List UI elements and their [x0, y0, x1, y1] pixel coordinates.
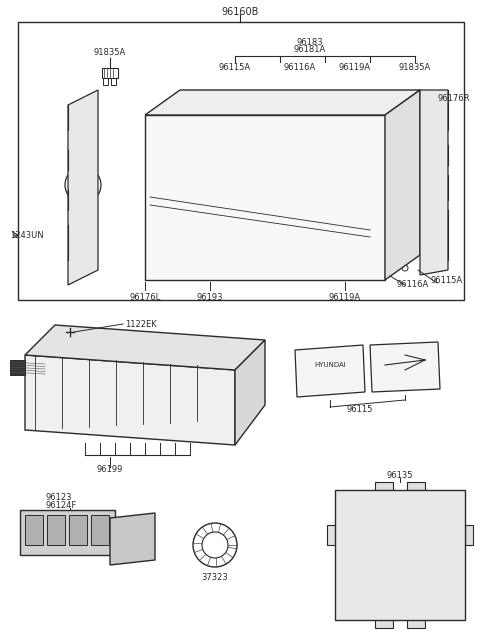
Bar: [153, 257, 186, 267]
Polygon shape: [69, 515, 87, 545]
Text: 96124F: 96124F: [45, 500, 76, 509]
Circle shape: [344, 499, 350, 505]
Polygon shape: [25, 355, 235, 445]
Text: 96115: 96115: [347, 406, 373, 415]
Polygon shape: [20, 510, 115, 555]
Polygon shape: [385, 90, 420, 280]
Bar: [153, 243, 186, 253]
Bar: [407, 482, 425, 490]
Bar: [190, 243, 223, 253]
Bar: [153, 123, 253, 153]
Bar: [260, 123, 375, 153]
Polygon shape: [47, 515, 65, 545]
Circle shape: [94, 524, 106, 536]
Bar: [114, 520, 149, 530]
Bar: [327, 525, 335, 545]
Text: 96193: 96193: [197, 292, 223, 301]
Bar: [338, 243, 371, 253]
Polygon shape: [370, 342, 440, 392]
Text: 1122EK: 1122EK: [125, 319, 157, 328]
Text: 96115A: 96115A: [219, 62, 251, 71]
Bar: [310, 200, 375, 210]
Circle shape: [450, 605, 456, 611]
Polygon shape: [235, 340, 265, 445]
Polygon shape: [110, 513, 155, 565]
Circle shape: [344, 605, 350, 611]
Text: 96115A: 96115A: [431, 276, 463, 285]
Bar: [111, 78, 116, 85]
Bar: [407, 620, 425, 628]
Text: 96176L: 96176L: [130, 292, 161, 301]
Bar: [153, 215, 243, 227]
Bar: [301, 243, 334, 253]
Polygon shape: [68, 90, 98, 285]
Text: 96123: 96123: [45, 493, 72, 502]
Bar: [310, 215, 375, 225]
Polygon shape: [420, 90, 448, 275]
Text: 96116A: 96116A: [284, 62, 316, 71]
Bar: [103, 78, 108, 85]
Text: 96199: 96199: [97, 466, 123, 475]
Text: 1243UN: 1243UN: [10, 231, 44, 240]
Text: 96183: 96183: [297, 37, 324, 46]
Polygon shape: [335, 490, 465, 620]
Text: HYUNDAI: HYUNDAI: [314, 362, 346, 368]
Text: 96176R: 96176R: [438, 93, 470, 102]
Bar: [150, 120, 380, 190]
Bar: [303, 375, 328, 388]
Circle shape: [450, 499, 456, 505]
Bar: [227, 243, 260, 253]
Bar: [18, 22, 464, 300]
Circle shape: [72, 524, 84, 536]
Text: 96116A: 96116A: [397, 279, 429, 289]
Bar: [372, 527, 427, 582]
Bar: [375, 620, 393, 628]
Bar: [150, 240, 380, 272]
Bar: [255, 215, 305, 225]
Polygon shape: [145, 115, 385, 280]
Bar: [190, 257, 223, 267]
Text: 96119A: 96119A: [339, 62, 371, 71]
Bar: [150, 195, 162, 203]
Text: 91835A: 91835A: [94, 48, 126, 57]
Circle shape: [28, 524, 40, 536]
Bar: [153, 200, 243, 212]
Text: 37323: 37323: [202, 573, 228, 582]
Text: 96181A: 96181A: [294, 44, 326, 53]
Polygon shape: [25, 515, 43, 545]
Bar: [227, 257, 260, 267]
Bar: [150, 197, 380, 237]
Bar: [301, 257, 334, 267]
Bar: [255, 200, 305, 210]
Bar: [264, 257, 297, 267]
Bar: [465, 525, 473, 545]
Text: 96119A: 96119A: [329, 292, 361, 301]
Bar: [102, 68, 118, 78]
Polygon shape: [295, 345, 365, 397]
Polygon shape: [10, 360, 25, 375]
Bar: [338, 257, 371, 267]
Text: 96160B: 96160B: [221, 7, 259, 17]
Circle shape: [50, 524, 62, 536]
Bar: [114, 548, 149, 558]
Polygon shape: [91, 515, 109, 545]
Bar: [375, 482, 393, 490]
Polygon shape: [145, 90, 420, 115]
Text: 96135: 96135: [387, 471, 413, 480]
Bar: [264, 243, 297, 253]
Polygon shape: [25, 325, 265, 370]
Bar: [114, 534, 149, 544]
Text: 91835A: 91835A: [399, 62, 431, 71]
